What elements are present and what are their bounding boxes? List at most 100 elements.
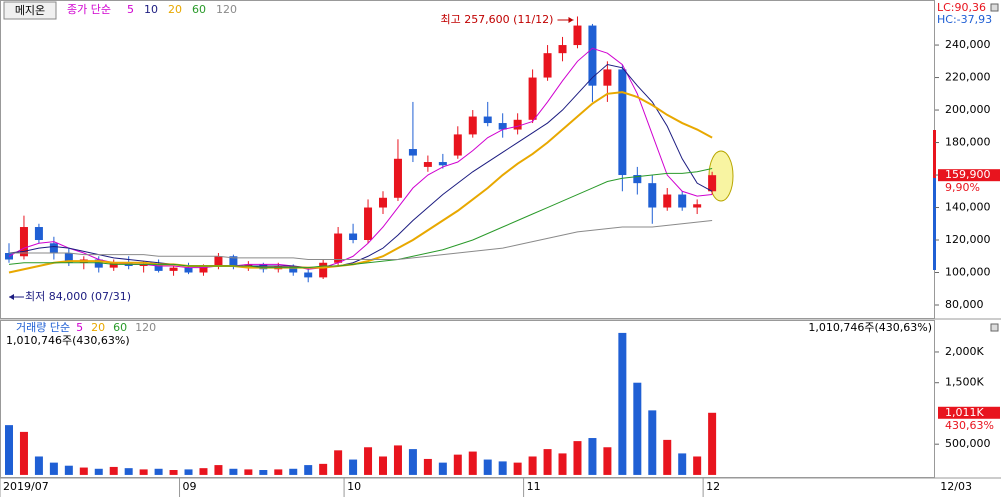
candle-body — [438, 162, 447, 166]
volume-bar — [289, 468, 298, 475]
volume-bar — [453, 454, 462, 475]
candle-body — [169, 267, 178, 271]
y-tick-label: 80,000 — [945, 298, 984, 311]
volume-bar — [94, 468, 103, 475]
candle-body — [558, 45, 567, 54]
last-volume-box — [938, 406, 1000, 419]
candle-body — [379, 197, 387, 208]
volume-bar — [588, 438, 597, 475]
candle-body — [109, 262, 118, 268]
volume-bar — [558, 453, 567, 475]
volume-bar — [229, 468, 238, 475]
candle-body — [483, 116, 492, 124]
volume-bar — [663, 439, 672, 475]
volume-ma-legend: 20 — [91, 321, 105, 334]
lc-indicator: LC:90,36 — [937, 1, 986, 14]
volume-bar — [64, 465, 73, 475]
volume-bar — [199, 468, 208, 475]
x-end-label: 12/03 — [940, 480, 972, 493]
candle-body — [304, 272, 313, 278]
volume-bar — [34, 456, 43, 475]
candle-body — [408, 149, 417, 156]
volume-bar — [498, 461, 507, 475]
ma-legend: 60 — [192, 3, 206, 16]
candle-body — [618, 69, 627, 176]
volume-info-right: 1,010,746주(430,63%) — [808, 321, 932, 334]
volume-bar — [109, 466, 118, 475]
volume-bar — [513, 462, 522, 475]
candle-body — [199, 266, 208, 273]
y-tick-label: 120,000 — [945, 233, 991, 246]
stock-name[interactable]: 메지온 — [15, 4, 45, 17]
stock-button[interactable] — [3, 1, 57, 20]
candle-body — [184, 267, 193, 273]
volume-bar — [169, 470, 178, 475]
volume-bar — [708, 412, 717, 475]
max-annotation: 최고 257,600 (11/12) — [440, 13, 553, 26]
x-tick-label: 09 — [183, 480, 197, 493]
panel-close-button[interactable] — [990, 323, 999, 332]
ma-label: 종가 단순 — [67, 3, 111, 16]
candle-body — [319, 262, 328, 278]
candle-body — [364, 207, 373, 241]
last-price-label: 159,900 — [945, 168, 991, 181]
volume-ma-legend: 5 — [76, 321, 83, 334]
x-tick-label: 2019/07 — [3, 480, 49, 493]
x-tick-label: 12 — [706, 480, 720, 493]
volume-bar — [648, 410, 657, 475]
candle-body — [214, 256, 223, 267]
candle-body — [453, 134, 462, 156]
candle-body — [468, 116, 477, 135]
y-tick-label: 240,000 — [945, 38, 991, 51]
last-volume-label: 1,011K — [945, 406, 984, 419]
y-tick-label: 140,000 — [945, 201, 991, 214]
volume-bar — [423, 458, 432, 475]
volume-bar — [274, 469, 283, 475]
candle-body — [139, 264, 148, 267]
volume-bar — [19, 431, 28, 475]
range-bar-up — [933, 130, 936, 178]
candle-body — [34, 227, 43, 241]
last-price-box — [938, 169, 1000, 182]
candle-body — [49, 243, 58, 254]
y-tick-label: 180,000 — [945, 136, 991, 149]
volume-bar — [573, 441, 582, 475]
volume-bar — [364, 447, 373, 475]
y-tick-label: 2,000K — [945, 345, 984, 358]
candle-body — [678, 194, 687, 208]
candle-body — [588, 25, 597, 86]
volume-bar — [5, 425, 13, 475]
volume-bar — [214, 465, 223, 475]
y-tick-label: 100,000 — [945, 266, 991, 279]
volume-bar — [468, 451, 477, 475]
candle-body — [244, 264, 253, 267]
candle-body — [64, 253, 73, 263]
volume-info-left: 1,010,746주(430,63%) — [6, 334, 130, 347]
volume-legend-label: 거래량 단순 — [16, 321, 70, 334]
volume-bar — [408, 449, 417, 475]
volume-bar — [124, 468, 133, 475]
hc-indicator: HC:-37,93 — [937, 13, 992, 26]
volume-bar — [393, 445, 402, 475]
volume-bar — [693, 456, 702, 475]
volume-bar — [543, 449, 552, 475]
volume-bar — [304, 465, 313, 475]
candle-body — [349, 233, 358, 241]
candle-body — [513, 119, 522, 130]
candle-body — [573, 25, 582, 46]
candle-body — [423, 162, 432, 167]
panel-close-button[interactable] — [990, 3, 999, 12]
volume-ma-legend: 60 — [113, 321, 127, 334]
candle-body — [543, 53, 552, 78]
ma-legend: 120 — [216, 3, 237, 16]
volume-bar — [349, 459, 358, 475]
candle-body — [154, 264, 163, 271]
candle-body — [528, 77, 537, 120]
volume-bar — [334, 450, 343, 475]
candle-body — [663, 194, 672, 208]
candle-body — [334, 233, 343, 263]
candle-body — [289, 266, 298, 273]
volume-bar — [603, 447, 612, 475]
ma-line — [8, 168, 713, 269]
range-bar-down — [933, 178, 936, 270]
